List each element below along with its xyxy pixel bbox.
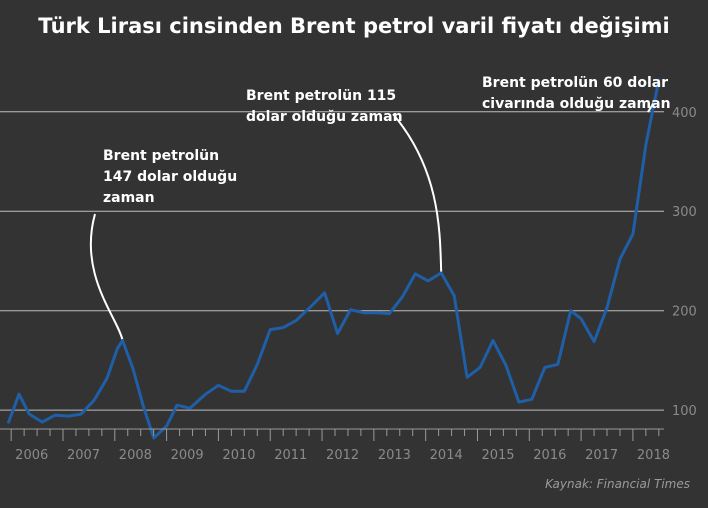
grid-lines <box>0 111 664 411</box>
y-tick-label: 300 <box>672 205 697 220</box>
y-tick-label: 200 <box>672 305 697 320</box>
x-tick-label: 2009 <box>171 448 204 463</box>
x-tick-label: 2017 <box>585 448 618 463</box>
annotation-2018: Brent petrolün 60 dolar civarında olduğu… <box>482 75 671 112</box>
y-tick-label: 400 <box>672 106 697 121</box>
x-tick-label: 2015 <box>481 448 514 463</box>
x-tick-label: 2008 <box>119 448 152 463</box>
annotation-leader-line <box>89 213 124 341</box>
x-axis-labels: 2006 2007 2008 2009 2010 2011 2012 2013 2014 2015… <box>15 448 670 463</box>
x-tick-label: 2018 <box>637 448 670 463</box>
y-tick-label: 100 <box>672 404 697 419</box>
annotation-2014: Brent petrolün 115 dolar olduğu zaman <box>246 88 403 125</box>
y-axis-labels: 100 200 300 400 <box>672 106 697 419</box>
x-tick-label: 2006 <box>15 448 48 463</box>
x-tick-label: 2013 <box>378 448 411 463</box>
x-tick-label: 2010 <box>222 448 255 463</box>
x-tick-label: 2014 <box>430 448 463 463</box>
x-tick-label: 2007 <box>67 448 100 463</box>
source-credit: Kaynak: Financial Times <box>545 477 690 491</box>
x-tick-label: 2016 <box>533 448 566 463</box>
annotation-leader-line <box>392 113 443 273</box>
x-axis <box>0 428 664 441</box>
x-tick-label: 2012 <box>326 448 359 463</box>
x-tick-label: 2011 <box>274 448 307 463</box>
series-line-brent-try <box>7 78 661 440</box>
chart-title: Türk Lirası cinsinden Brent petrol varil… <box>38 14 670 38</box>
annotation-2008-peak: Brent petrolün 147 dolar olduğu zaman <box>103 148 238 206</box>
